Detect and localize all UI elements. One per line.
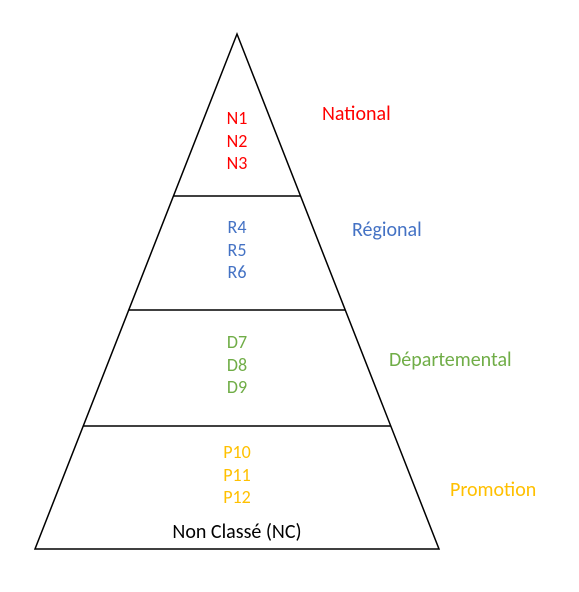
code-promotion-0: P10 [223, 441, 251, 464]
codes-departemental: D7D8D9 [207, 331, 267, 399]
label-national: National [322, 102, 391, 126]
pyramid-diagram: N1N2N3 National R4R5R6 Régional D7D8D9 Départ… [0, 0, 579, 592]
code-national-2: N3 [227, 152, 248, 175]
code-promotion-2: P12 [223, 486, 251, 509]
code-national-1: N2 [227, 130, 248, 153]
code-regional-0: R4 [228, 216, 247, 239]
codes-national: N1N2N3 [207, 107, 267, 175]
pyramid-outline [0, 0, 579, 592]
label-promotion: Promotion [450, 478, 536, 502]
label-non-classe: Non Classé (NC) [117, 520, 357, 544]
code-regional-2: R6 [228, 261, 247, 284]
label-departemental: Départemental [389, 348, 512, 372]
code-promotion-1: P11 [223, 464, 251, 487]
label-regional: Régional [352, 218, 422, 242]
code-national-0: N1 [227, 107, 248, 130]
code-departemental-2: D9 [227, 376, 247, 399]
code-regional-1: R5 [228, 239, 247, 262]
codes-promotion: P10P11P12 [207, 441, 267, 509]
code-departemental-1: D8 [227, 354, 247, 377]
code-departemental-0: D7 [227, 331, 247, 354]
codes-regional: R4R5R6 [207, 216, 267, 284]
